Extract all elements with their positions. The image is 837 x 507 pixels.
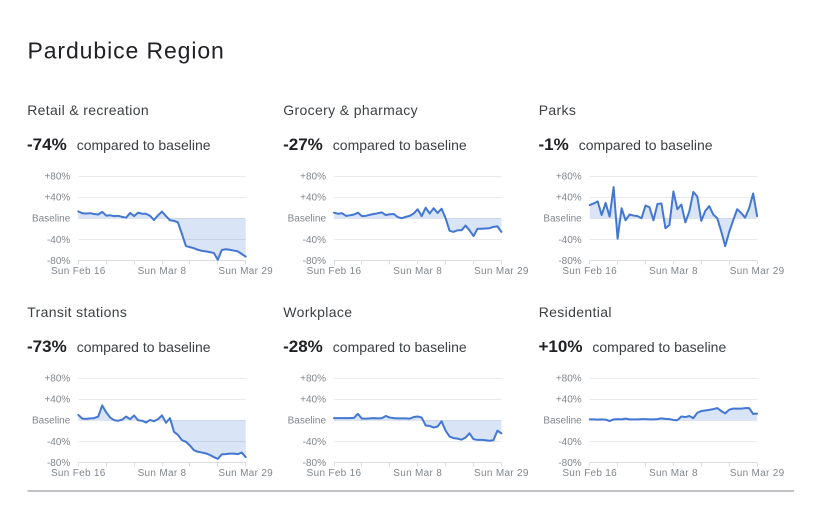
svg-text:+80%: +80% xyxy=(44,172,70,183)
svg-text:Baseline: Baseline xyxy=(543,214,582,225)
svg-text:+80%: +80% xyxy=(556,172,582,183)
svg-text:Baseline: Baseline xyxy=(288,416,327,427)
svg-text:compared to baseline: compared to baseline xyxy=(333,137,467,153)
svg-text:compared to baseline: compared to baseline xyxy=(579,137,713,153)
svg-text:+40%: +40% xyxy=(44,395,70,406)
svg-text:+40%: +40% xyxy=(300,193,326,204)
svg-text:Sun Feb 16: Sun Feb 16 xyxy=(51,468,106,479)
svg-text:Baseline: Baseline xyxy=(288,214,327,225)
svg-text:Sun Mar 29: Sun Mar 29 xyxy=(218,468,273,479)
svg-text:Retail & recreation: Retail & recreation xyxy=(27,102,149,118)
svg-text:-40%: -40% xyxy=(47,235,70,246)
svg-text:Sun Mar 8: Sun Mar 8 xyxy=(138,266,187,277)
svg-text:compared to baseline: compared to baseline xyxy=(77,339,211,355)
svg-text:Sun Mar 8: Sun Mar 8 xyxy=(393,468,442,479)
svg-text:Sun Mar 29: Sun Mar 29 xyxy=(730,468,785,479)
svg-text:-40%: -40% xyxy=(303,235,326,246)
svg-text:Sun Feb 16: Sun Feb 16 xyxy=(307,266,362,277)
svg-text:Sun Mar 29: Sun Mar 29 xyxy=(474,266,529,277)
svg-text:-80%: -80% xyxy=(47,458,70,469)
svg-text:Grocery & pharmacy: Grocery & pharmacy xyxy=(283,102,418,118)
svg-text:-28%: -28% xyxy=(283,337,323,356)
svg-text:-73%: -73% xyxy=(27,337,67,356)
svg-text:+80%: +80% xyxy=(44,374,70,385)
svg-text:Sun Feb 16: Sun Feb 16 xyxy=(51,266,106,277)
svg-text:Sun Mar 29: Sun Mar 29 xyxy=(730,266,785,277)
svg-text:Transit stations: Transit stations xyxy=(27,304,127,320)
svg-text:-80%: -80% xyxy=(47,256,70,267)
svg-text:-80%: -80% xyxy=(558,256,581,267)
svg-text:Baseline: Baseline xyxy=(32,416,71,427)
svg-text:Sun Mar 8: Sun Mar 8 xyxy=(649,266,698,277)
svg-text:compared to baseline: compared to baseline xyxy=(77,137,211,153)
svg-text:+40%: +40% xyxy=(44,193,70,204)
svg-text:Baseline: Baseline xyxy=(32,214,71,225)
svg-text:+80%: +80% xyxy=(300,172,326,183)
svg-text:-40%: -40% xyxy=(558,437,581,448)
svg-text:Baseline: Baseline xyxy=(543,416,582,427)
svg-text:+10%: +10% xyxy=(539,337,583,356)
svg-text:Residential: Residential xyxy=(539,304,612,320)
svg-text:+40%: +40% xyxy=(556,193,582,204)
svg-text:-80%: -80% xyxy=(303,256,326,267)
svg-text:-40%: -40% xyxy=(47,437,70,448)
svg-text:Sun Mar 29: Sun Mar 29 xyxy=(218,266,273,277)
svg-text:compared to baseline: compared to baseline xyxy=(333,339,467,355)
svg-text:-80%: -80% xyxy=(558,458,581,469)
svg-text:-1%: -1% xyxy=(539,135,569,154)
svg-text:compared to baseline: compared to baseline xyxy=(592,339,726,355)
svg-text:Sun Mar 29: Sun Mar 29 xyxy=(474,468,529,479)
svg-text:+40%: +40% xyxy=(300,395,326,406)
svg-text:+80%: +80% xyxy=(300,374,326,385)
svg-text:-40%: -40% xyxy=(303,437,326,448)
svg-text:Sun Feb 16: Sun Feb 16 xyxy=(562,266,617,277)
svg-text:Sun Mar 8: Sun Mar 8 xyxy=(138,468,187,479)
svg-text:Workplace: Workplace xyxy=(283,304,352,320)
svg-text:Sun Mar 8: Sun Mar 8 xyxy=(393,266,442,277)
svg-text:+40%: +40% xyxy=(556,395,582,406)
svg-text:Pardubice Region: Pardubice Region xyxy=(28,38,225,64)
svg-text:-74%: -74% xyxy=(27,135,67,154)
svg-text:+80%: +80% xyxy=(556,374,582,385)
svg-text:Sun Mar 8: Sun Mar 8 xyxy=(649,468,698,479)
svg-text:Sun Feb 16: Sun Feb 16 xyxy=(562,468,617,479)
svg-text:-27%: -27% xyxy=(283,135,323,154)
svg-text:Sun Feb 16: Sun Feb 16 xyxy=(307,468,362,479)
svg-text:-80%: -80% xyxy=(303,458,326,469)
svg-text:Parks: Parks xyxy=(539,102,577,118)
svg-text:-40%: -40% xyxy=(558,235,581,246)
